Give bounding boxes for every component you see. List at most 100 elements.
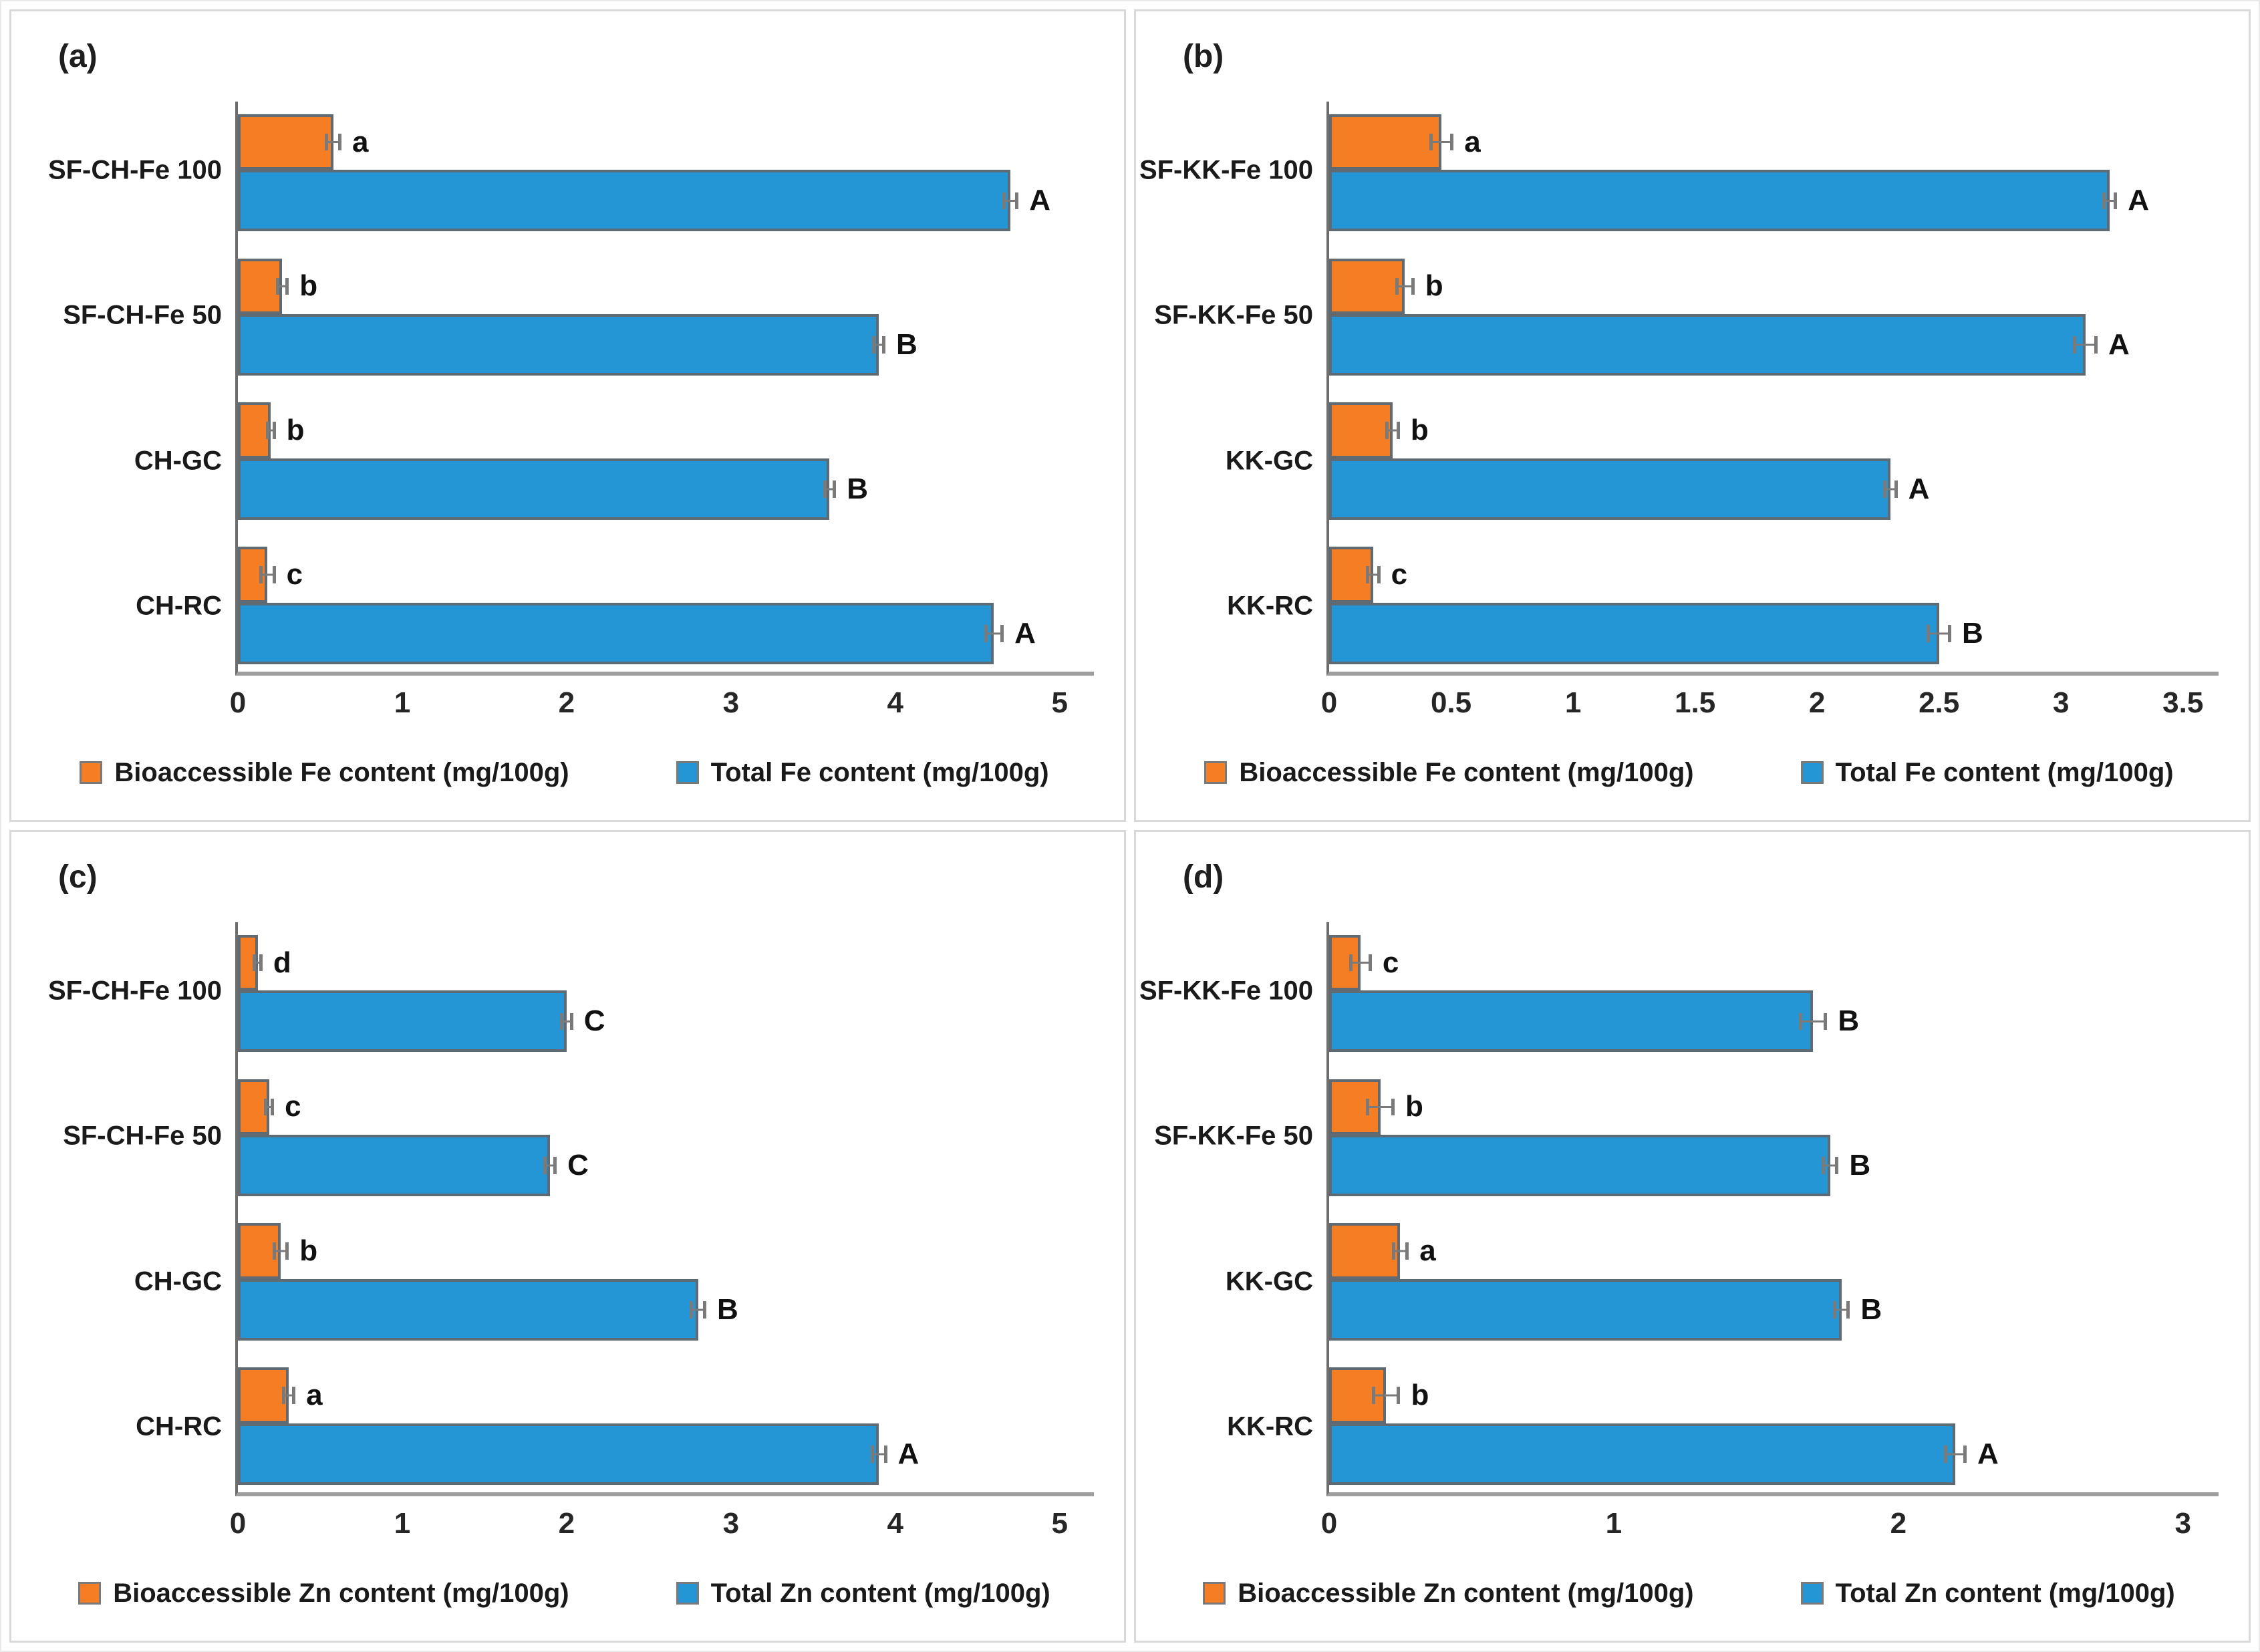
bar-total-sf-kk-fe-50 (1329, 314, 2086, 376)
bar-total-sf-ch-fe-100 (238, 990, 567, 1053)
bar-total-sf-ch-fe-50 (238, 314, 879, 376)
panel-d: (d) SF-KK-Fe 100 SF-KK-Fe 50 KK-GC KK-RC c B… (1134, 830, 2251, 1643)
bar-total-ch-gc (238, 458, 830, 521)
legend-label: Total Zn content (mg/100g) (1835, 1578, 2175, 1608)
legend: Bioaccessible Zn content (mg/100g) Total… (35, 1563, 1094, 1623)
category-label: CH-RC (136, 1411, 222, 1441)
significance-letter: a (306, 1378, 323, 1411)
bar-bioaccessible-sf-kk-fe-50 (1329, 258, 1405, 315)
error-bar (1365, 566, 1381, 583)
bar-total-kk-gc (1329, 458, 1890, 521)
legend-swatch-bioaccessible (78, 1582, 102, 1605)
legend-item-bioaccessible: Bioaccessible Zn content (mg/100g) (78, 1578, 569, 1609)
significance-letter: A (2128, 184, 2149, 217)
x-tick-label: 1 (394, 686, 411, 719)
legend-swatch-total (1800, 1582, 1824, 1605)
category-label: SF-KK-Fe 100 (1139, 155, 1313, 185)
bar-bioaccessible-kk-rc (1329, 1367, 1387, 1423)
x-tick-label: 1 (394, 1507, 411, 1540)
legend: Bioaccessible Zn content (mg/100g) Total… (1159, 1563, 2219, 1623)
significance-letter: c (286, 557, 303, 591)
error-bar (1798, 1012, 1828, 1030)
x-tick-label: 0 (229, 1507, 247, 1540)
error-bar (1395, 277, 1415, 295)
legend-item-bioaccessible: Bioaccessible Fe content (mg/100g) (1204, 757, 1694, 788)
legend-label: Total Fe content (mg/100g) (710, 757, 1049, 787)
legend-label: Bioaccessible Fe content (mg/100g) (1239, 757, 1694, 787)
significance-letter: B (716, 1293, 738, 1327)
bar-bioaccessible-ch-gc (238, 402, 271, 458)
error-bar (1882, 480, 1898, 498)
significance-letter: d (273, 946, 291, 979)
x-tick-label: 3 (722, 1507, 740, 1540)
legend-label: Bioaccessible Zn content (mg/100g) (1238, 1578, 1694, 1608)
x-tick-label: 0.5 (1430, 686, 1472, 719)
category-label: SF-CH-Fe 50 (63, 1121, 222, 1151)
bar-total-sf-ch-fe-50 (238, 1135, 551, 1197)
error-bar (1391, 1242, 1409, 1260)
legend-item-total: Total Zn content (mg/100g) (1800, 1578, 2175, 1609)
significance-letter: C (567, 1149, 589, 1182)
legend-label: Bioaccessible Zn content (mg/100g) (113, 1578, 569, 1608)
panel-c: (c) SF-CH-Fe 100 SF-CH-Fe 50 CH-GC CH-RC d C… (9, 830, 1126, 1643)
category-label: KK-GC (1225, 1266, 1313, 1296)
category-label: SF-KK-Fe 50 (1154, 1121, 1313, 1151)
legend-item-total: Total Fe content (mg/100g) (676, 758, 1049, 788)
legend: Bioaccessible Fe content (mg/100g) Total… (35, 742, 1094, 803)
category-label: SF-CH-Fe 100 (47, 155, 222, 185)
bar-total-sf-kk-fe-100 (1329, 170, 2110, 232)
significance-letter: B (1961, 616, 1983, 650)
panel-a-tag: (a) (58, 39, 98, 74)
error-bar (2102, 192, 2118, 210)
significance-letter: b (1425, 269, 1443, 303)
error-bar (872, 336, 886, 354)
legend-swatch-bioaccessible (1204, 761, 1228, 784)
legend-swatch-total (676, 761, 699, 784)
panel-d-tag: (d) (1183, 859, 1224, 895)
x-tick-label: 2 (558, 1507, 575, 1540)
category-axis: SF-CH-Fe 100 SF-CH-Fe 50 CH-GC CH-RC (35, 922, 235, 1496)
category-label: CH-RC (136, 591, 222, 621)
bar-total-kk-rc (1329, 1423, 1956, 1485)
error-bar (1927, 625, 1951, 642)
x-tick-label: 1 (1605, 1507, 1622, 1540)
bar-total-sf-kk-fe-50 (1329, 1135, 1830, 1197)
significance-letter: a (1464, 125, 1481, 158)
bar-bioaccessible-ch-rc (238, 1367, 289, 1423)
error-bar (1429, 133, 1454, 151)
panel-b-tag: (b) (1183, 39, 1224, 74)
error-bar (282, 1387, 296, 1404)
significance-letter: c (1382, 946, 1399, 979)
significance-letter: b (299, 269, 318, 303)
significance-letter: A (1908, 472, 1930, 506)
significance-letter: b (1405, 1090, 1423, 1123)
x-tick-label: 0 (229, 686, 247, 719)
x-tick-label: 4 (887, 1507, 904, 1540)
x-tick-label: 5 (1051, 1507, 1068, 1540)
significance-letter: b (1410, 414, 1429, 447)
significance-letter: A (1977, 1437, 1999, 1470)
error-bar (1002, 192, 1019, 210)
significance-letter: C (583, 1004, 605, 1038)
significance-letter: b (286, 414, 305, 447)
significance-letter: A (1029, 184, 1051, 217)
error-bar (1366, 1098, 1395, 1116)
category-label: SF-CH-Fe 50 (63, 300, 222, 330)
category-label: CH-GC (134, 446, 222, 476)
legend-item-total: Total Fe content (mg/100g) (1800, 758, 2174, 788)
bar-bioaccessible-sf-kk-fe-100 (1329, 114, 1441, 170)
error-bar (272, 1242, 289, 1260)
panel-c-tag: (c) (58, 859, 98, 895)
significance-letter: A (2108, 328, 2130, 362)
bar-total-kk-rc (1329, 602, 1939, 664)
legend: Bioaccessible Fe content (mg/100g) Total… (1159, 742, 2219, 803)
legend-swatch-bioaccessible (80, 761, 103, 784)
